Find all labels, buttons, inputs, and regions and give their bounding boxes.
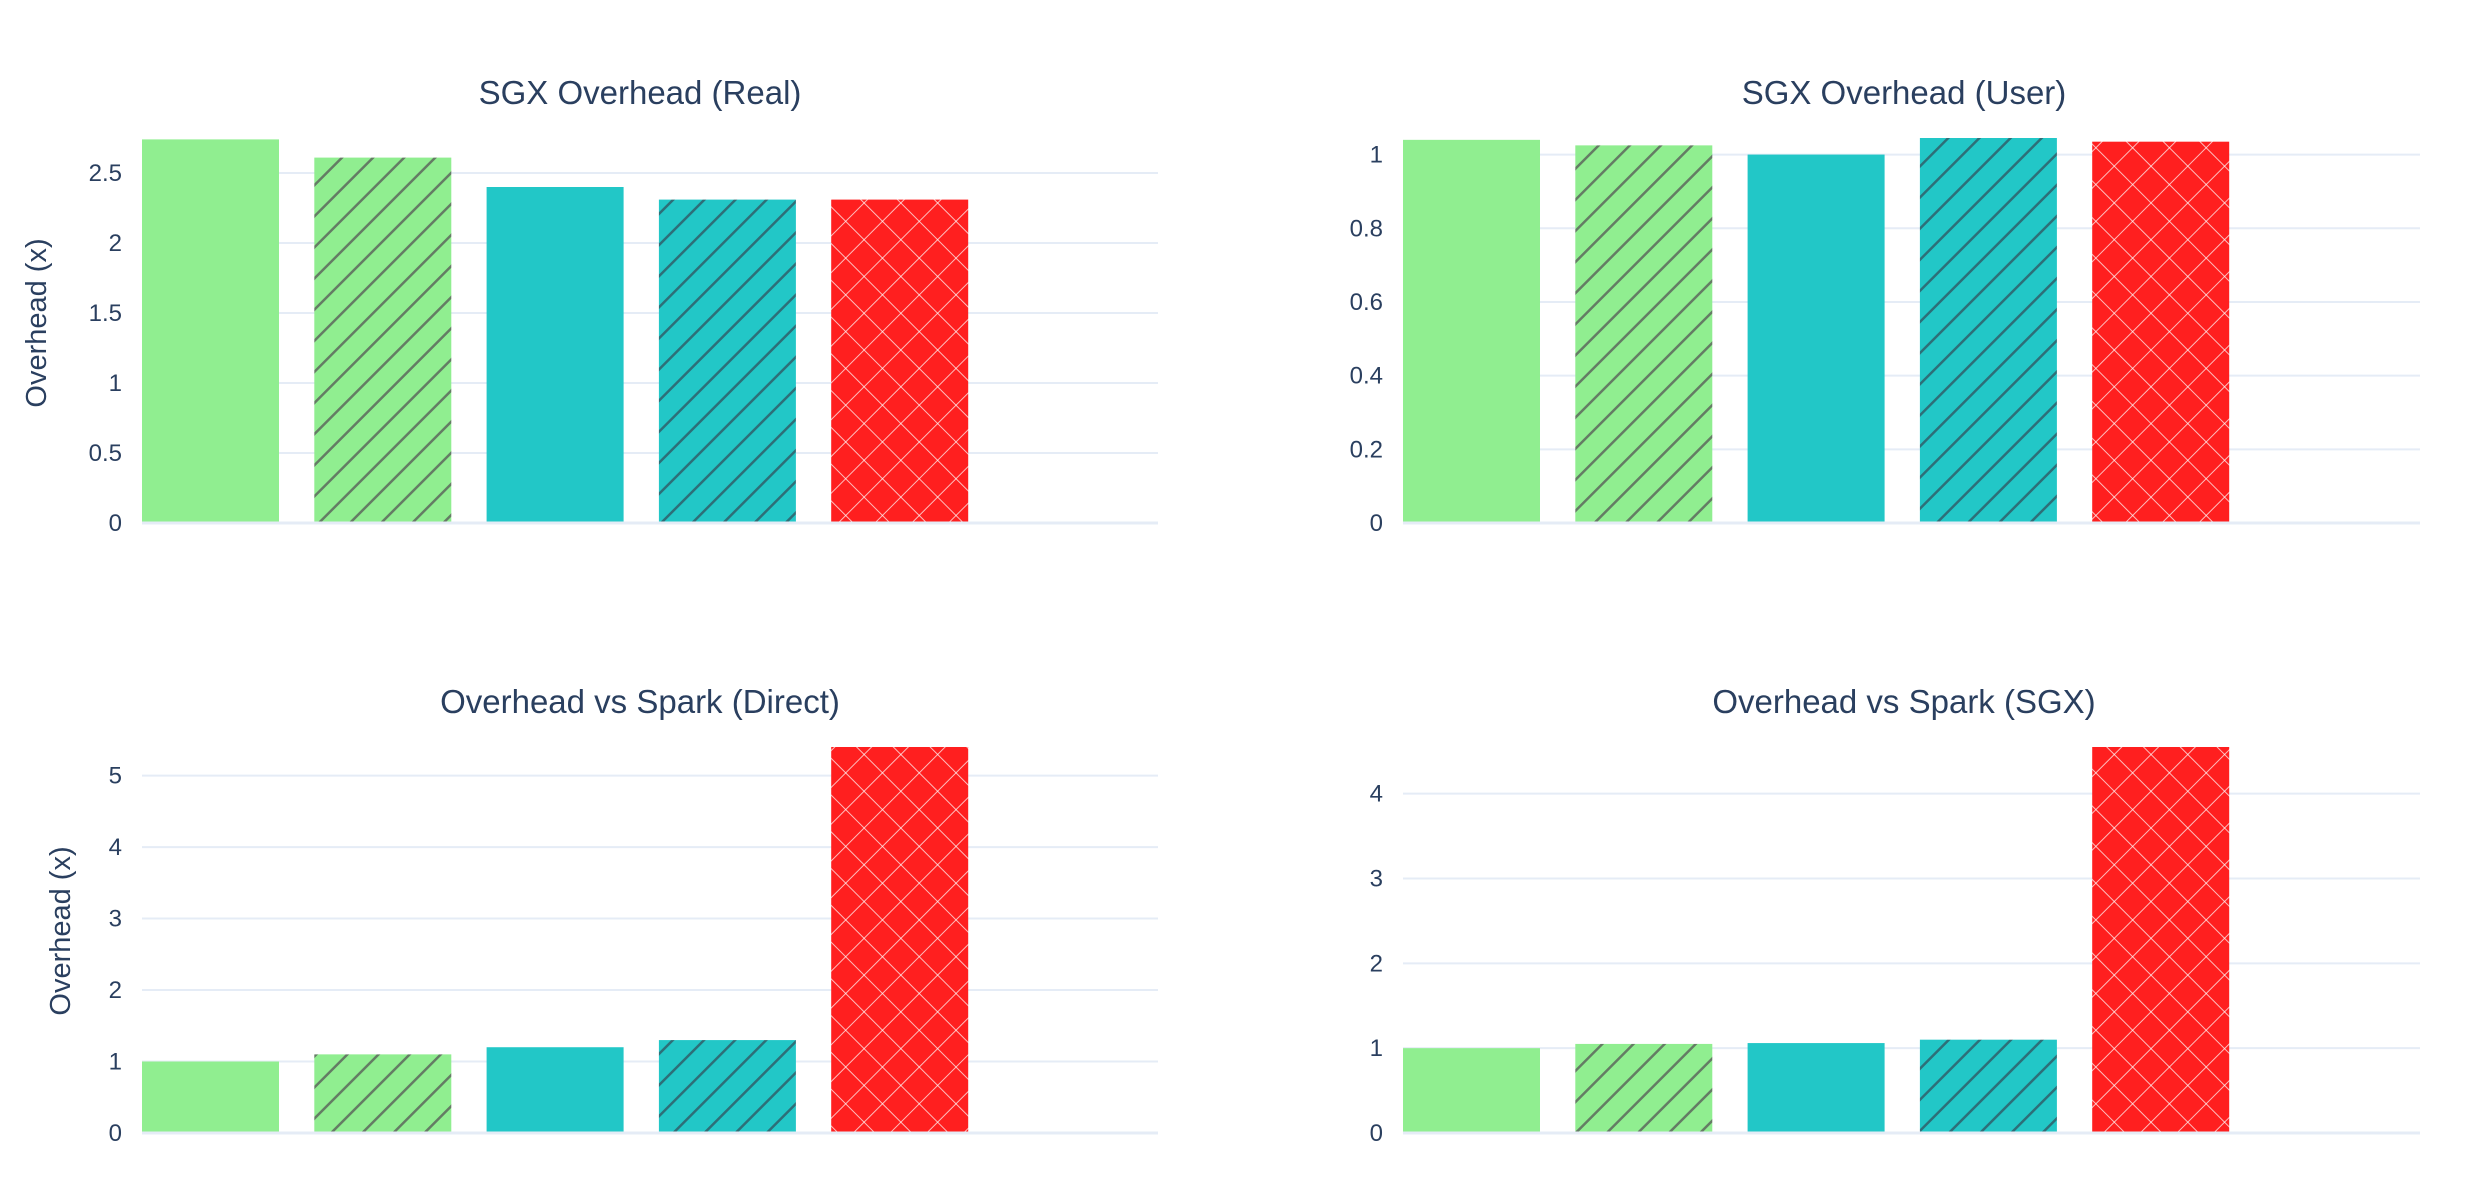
bars [142, 747, 969, 1133]
bar [1747, 1043, 1885, 1133]
bars [142, 139, 969, 523]
bars [1403, 138, 2230, 524]
panel-sgx-overhead-user: SGX Overhead (User) 0 0.2 0.4 0.6 0.8 1 [1350, 74, 2420, 537]
panel-sgx-overhead-real: SGX Overhead (Real) Overhead (x) 0 0.5 1 1.… [21, 74, 1158, 537]
chart-title: Overhead vs Spark (SGX) [1712, 683, 2095, 720]
y-tick-label: 1 [1370, 1035, 1383, 1062]
y-tick-label: 0.8 [1350, 215, 1383, 242]
bars [1403, 747, 2230, 1133]
panel-overhead-vs-spark-sgx: Overhead vs Spark (SGX) 0 1 2 3 4 [1370, 683, 2420, 1147]
bar [314, 1054, 452, 1133]
panel-overhead-vs-spark-direct: Overhead vs Spark (Direct) Overhead (x) … [45, 683, 1158, 1147]
y-tick-label: 1 [109, 370, 122, 397]
chart-title: SGX Overhead (Real) [479, 74, 802, 111]
gridlines [142, 774, 1158, 1063]
y-tick-label: 2 [109, 977, 122, 1004]
y-tick-label: 4 [1370, 781, 1383, 808]
y-tick-labels: 0 0.5 1 1.5 2 2.5 [89, 160, 122, 537]
bar [2092, 747, 2230, 1133]
bar [1575, 1043, 1713, 1133]
bar [831, 747, 969, 1133]
bar [1747, 154, 1885, 523]
bar [314, 157, 452, 523]
y-tick-label: 1 [109, 1049, 122, 1076]
y-tick-label: 4 [109, 834, 122, 861]
y-tick-labels: 0 0.2 0.4 0.6 0.8 1 [1350, 142, 1383, 537]
bar [486, 187, 624, 523]
y-tick-label: 1 [1370, 142, 1383, 169]
gridlines [1403, 792, 2420, 1050]
y-tick-label: 1.5 [89, 300, 122, 327]
y-tick-label: 0.2 [1350, 436, 1383, 463]
y-tick-label: 0.6 [1350, 289, 1383, 316]
bar [831, 199, 969, 523]
y-tick-label: 5 [109, 763, 122, 790]
bar [142, 1061, 279, 1133]
y-tick-label: 2.5 [89, 160, 122, 187]
y-tick-label: 0 [109, 510, 122, 537]
bar [658, 199, 796, 523]
bar [1919, 1039, 2057, 1133]
y-tick-label: 3 [109, 906, 122, 933]
y-axis-label: Overhead (x) [45, 846, 77, 1015]
bar [1403, 1048, 1540, 1133]
y-tick-labels: 0 1 2 3 4 [1370, 781, 1383, 1147]
bar [2092, 141, 2230, 523]
bar [658, 1040, 796, 1133]
y-tick-label: 2 [1370, 950, 1383, 977]
y-tick-label: 3 [1370, 865, 1383, 892]
bar [142, 139, 279, 523]
y-axis-label: Overhead (x) [21, 238, 53, 407]
y-tick-label: 0.4 [1350, 363, 1383, 390]
y-tick-label: 2 [109, 230, 122, 257]
bar [1919, 138, 2057, 523]
y-tick-label: 0 [109, 1120, 122, 1147]
bar [1403, 139, 1540, 523]
gridlines [1403, 153, 2420, 451]
y-tick-label: 0.5 [89, 440, 122, 467]
bar [486, 1047, 624, 1133]
y-tick-labels: 0 1 2 3 4 5 [109, 763, 122, 1147]
gridlines [142, 172, 1158, 454]
chart-title: SGX Overhead (User) [1742, 74, 2067, 111]
chart-title: Overhead vs Spark (Direct) [440, 683, 840, 720]
bar [1575, 145, 1713, 524]
y-tick-label: 0 [1370, 1120, 1383, 1147]
y-tick-label: 0 [1370, 510, 1383, 537]
